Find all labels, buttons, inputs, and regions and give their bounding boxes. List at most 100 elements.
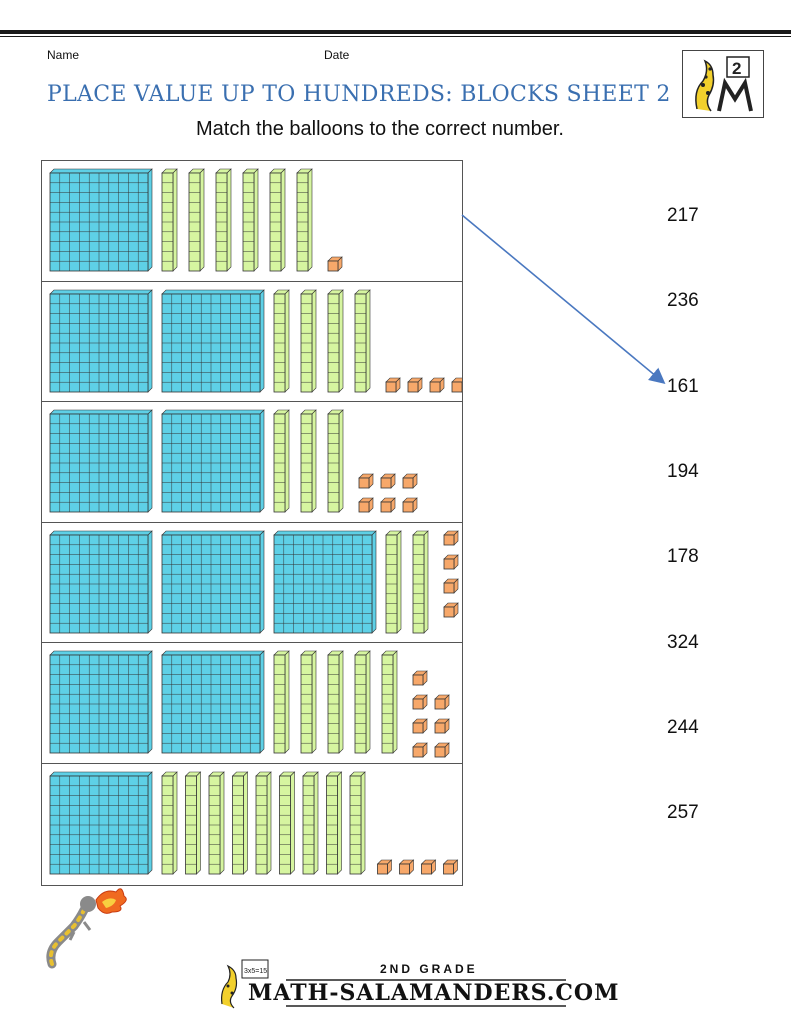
ones-cube — [385, 376, 401, 393]
hundreds-block — [161, 409, 265, 513]
number-option-194[interactable]: 194 — [667, 460, 699, 482]
number-option-236[interactable]: 236 — [667, 290, 699, 312]
salamander-logo: 2 — [682, 50, 764, 118]
tens-rod — [161, 168, 178, 272]
hundreds-block — [161, 650, 265, 755]
ones-cube — [434, 742, 450, 759]
footer-sign: 3x5=15 — [244, 968, 267, 975]
ones-cube — [327, 256, 343, 272]
block-row-5[interactable] — [42, 643, 462, 764]
hundreds-block — [49, 409, 153, 513]
tens-rod — [349, 771, 366, 875]
tens-rod — [273, 288, 290, 393]
logo-grade: 2 — [732, 59, 741, 78]
ones-cube — [402, 497, 418, 513]
block-row-drawing — [49, 530, 459, 634]
ones-cube — [443, 578, 459, 594]
footer-site-name: MATH-SALAMANDERS.COM — [248, 980, 620, 1006]
ones-cube — [442, 859, 459, 875]
tens-rod — [381, 650, 398, 755]
instructions-text: Match the balloons to the correct number… — [196, 118, 564, 140]
ones-cube — [358, 473, 374, 489]
ones-cube — [420, 859, 437, 875]
ones-cube — [429, 376, 445, 393]
block-row-drawing — [49, 650, 450, 759]
tens-rod — [242, 168, 259, 272]
ones-cube — [380, 497, 396, 513]
tens-rod — [188, 168, 205, 272]
ones-cube — [398, 859, 415, 875]
tens-rod — [302, 771, 319, 875]
hundreds-block — [49, 650, 153, 755]
salamander-mascot — [44, 882, 134, 972]
tens-rod — [255, 771, 272, 875]
number-option-217[interactable]: 217 — [667, 205, 699, 226]
salamander-icon: 2 — [695, 56, 753, 112]
footer-logo: 3x5=15 — [216, 958, 576, 1010]
footer-grade: 2ND GRADE — [380, 962, 478, 976]
ones-cube — [451, 376, 467, 393]
hundreds-block — [49, 771, 153, 875]
top-rule — [0, 30, 791, 34]
ones-cube — [412, 718, 428, 735]
number-option-257[interactable]: 257 — [667, 802, 699, 824]
ones-cube — [434, 694, 450, 711]
hundreds-block — [49, 168, 153, 272]
block-row-4[interactable] — [42, 523, 462, 644]
ones-cube — [412, 742, 428, 759]
tens-rod — [327, 650, 344, 755]
tens-rod — [300, 409, 317, 513]
tens-rod — [354, 288, 371, 393]
ones-cube — [380, 473, 396, 489]
tens-rod — [412, 530, 429, 634]
tens-rod — [354, 650, 371, 755]
date-label: Date — [324, 48, 350, 62]
number-option-161[interactable]: 161 — [667, 375, 699, 397]
hundreds-block — [49, 530, 153, 634]
ones-cube — [358, 497, 374, 513]
tens-rod — [273, 409, 290, 513]
ones-cube — [443, 530, 459, 546]
hundreds-block — [49, 288, 153, 393]
tens-rod — [300, 650, 317, 755]
ones-cube — [376, 859, 393, 875]
block-row-3[interactable] — [42, 402, 462, 523]
tens-rod — [296, 168, 313, 272]
tens-rod — [231, 771, 249, 875]
tens-rod — [327, 288, 344, 393]
hundreds-block — [161, 288, 265, 393]
hundreds-block — [161, 530, 265, 634]
name-label: Name — [47, 48, 80, 62]
block-row-drawing — [49, 771, 459, 875]
ones-cube — [434, 718, 450, 735]
salamander-icon: 3x5=15 — [221, 959, 566, 1009]
block-row-drawing — [49, 168, 343, 272]
ones-cube — [443, 554, 459, 570]
arrow-line — [461, 214, 666, 385]
top-rule-thin — [0, 36, 791, 37]
block-row-drawing — [49, 409, 418, 513]
ones-cube — [407, 376, 423, 393]
tens-rod — [208, 771, 225, 875]
number-option-324[interactable]: 324 — [667, 631, 699, 653]
page-title: PLACE VALUE UP TO HUNDREDS: BLOCKS SHEET… — [47, 82, 671, 107]
block-row-6[interactable] — [42, 764, 462, 885]
tens-rod — [269, 168, 286, 272]
ones-cube — [412, 670, 428, 687]
number-option-244[interactable]: 244 — [667, 716, 699, 738]
blocks-panel — [41, 160, 467, 886]
salamander-icon — [46, 888, 127, 969]
tens-rod — [215, 168, 232, 272]
ones-cube — [443, 602, 459, 618]
block-row-drawing — [49, 288, 467, 393]
tens-rod — [161, 771, 178, 875]
ones-cube — [402, 473, 418, 489]
block-row-2[interactable] — [42, 282, 467, 403]
ones-cube — [412, 694, 428, 711]
tens-rod — [385, 530, 402, 634]
number-option-178[interactable]: 178 — [667, 546, 699, 568]
hundreds-block — [273, 530, 377, 634]
tens-rod — [300, 288, 317, 393]
block-row-1[interactable] — [42, 161, 462, 282]
tens-rod — [184, 771, 202, 875]
